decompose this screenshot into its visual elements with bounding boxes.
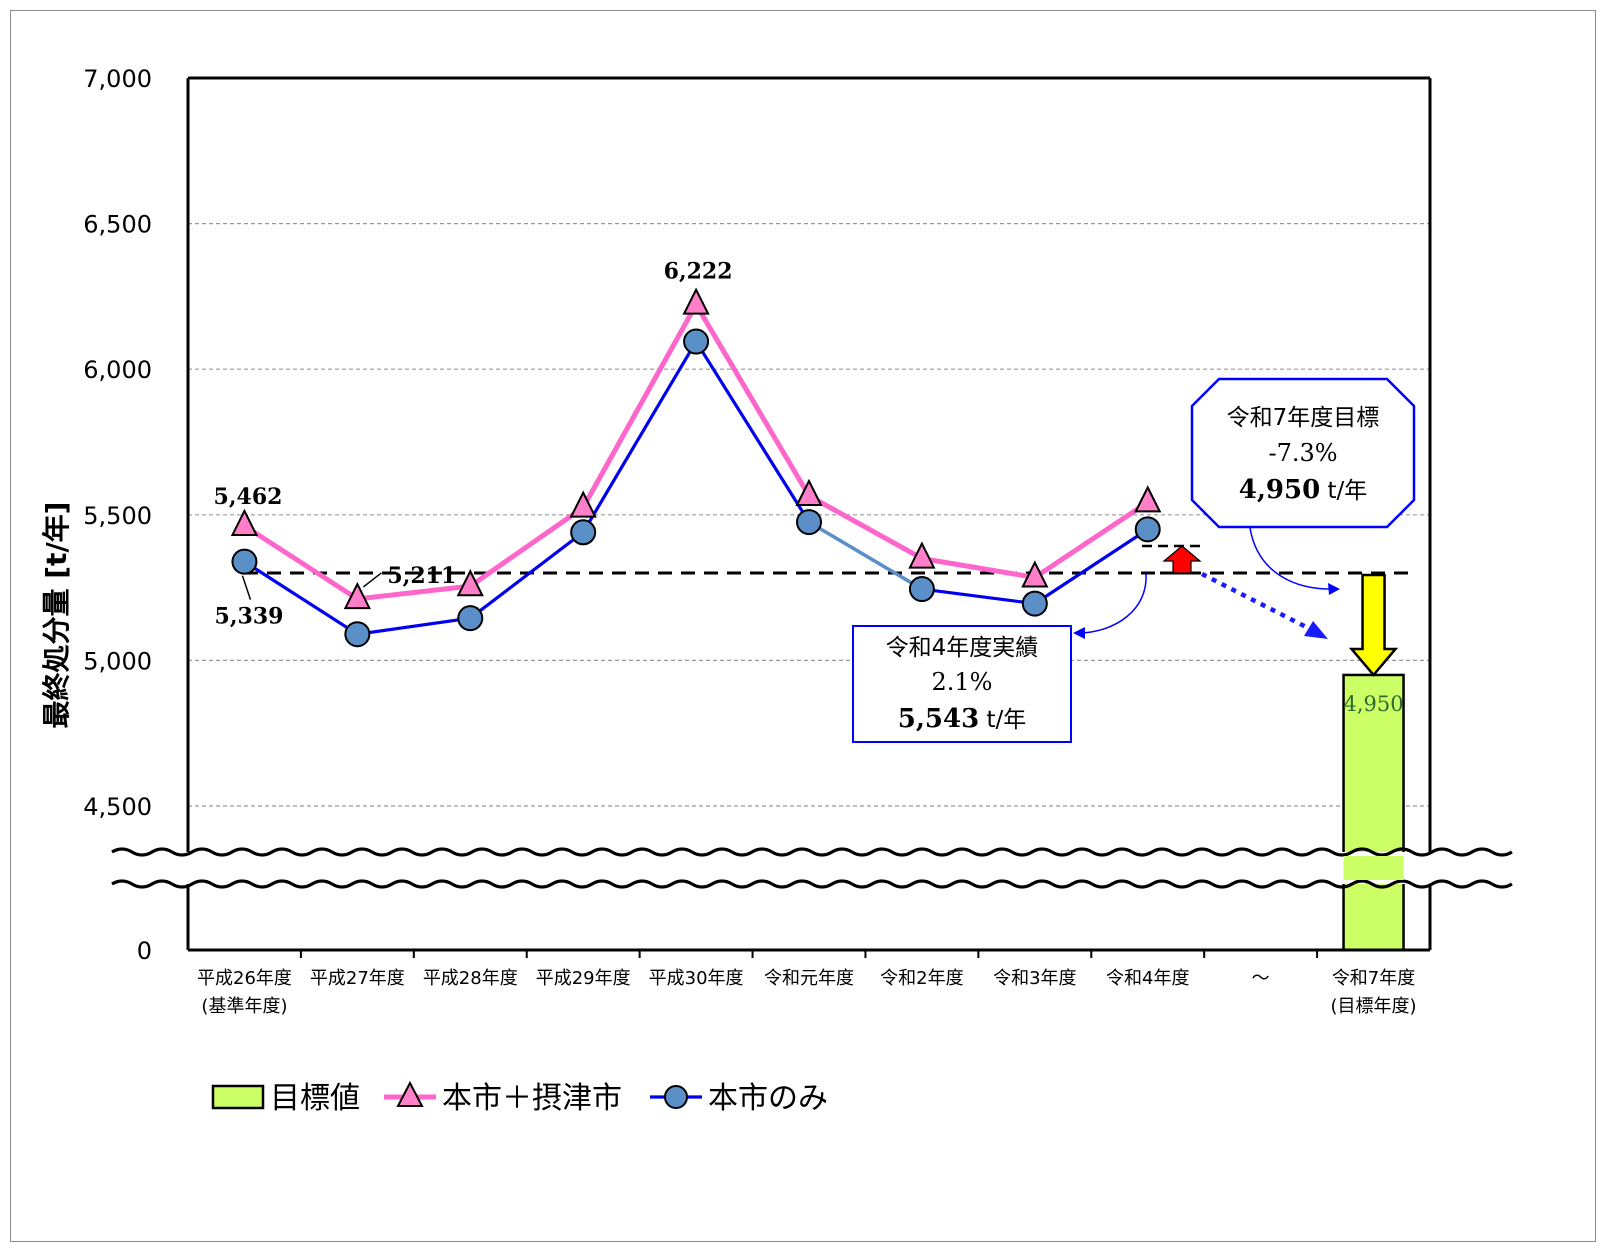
x-category-label: (基準年度) xyxy=(201,996,287,1017)
axis-break-wave xyxy=(111,879,1513,889)
target-callout-value: 4,950 t/年 xyxy=(1239,475,1368,505)
target-callout-pointer-head xyxy=(1328,583,1340,595)
city-point xyxy=(231,548,258,575)
target-bar-break-fill xyxy=(1343,856,1404,880)
x-category-label: 令和元年度 xyxy=(764,968,854,989)
target-bar-group xyxy=(1342,673,1405,952)
legend: 目標値 本市＋摂津市 本市のみ xyxy=(211,1080,828,1116)
x-category-label: 平成27年度 xyxy=(310,968,405,989)
total-point xyxy=(908,541,936,569)
x-category-label: 令和3年度 xyxy=(993,968,1076,989)
chart-frame xyxy=(10,10,1596,1242)
total-point xyxy=(569,490,597,518)
x-category-label: 令和4年度 xyxy=(1106,968,1189,989)
x-category-label: 平成30年度 xyxy=(649,968,744,989)
total-point xyxy=(343,581,371,610)
x-category-label: 平成26年度 xyxy=(197,968,292,989)
x-category-label: 平成28年度 xyxy=(423,968,518,989)
total-point xyxy=(230,508,259,536)
actual-callout-value: 5,543 t/年 xyxy=(898,704,1027,734)
city-point xyxy=(796,509,822,536)
data-label: 5,462 xyxy=(214,484,283,510)
decrease-arrow xyxy=(1348,573,1399,677)
total-point xyxy=(682,287,710,315)
total-point xyxy=(1021,560,1049,588)
x-category-label: 令和2年度 xyxy=(880,968,963,989)
axis-break xyxy=(111,847,1513,889)
series-line-segment xyxy=(808,520,923,591)
legend-label-target: 目標値 xyxy=(270,1081,360,1116)
x-category-label: 令和7年度 xyxy=(1332,968,1415,989)
trend-dotted-arrow-head xyxy=(1304,621,1328,639)
data-label: 5,211 xyxy=(387,563,456,589)
total-point xyxy=(795,478,823,506)
y-tick-label: 5,500 xyxy=(83,502,152,530)
city-point xyxy=(1134,516,1161,543)
y-tick-label: 7,000 xyxy=(83,65,152,93)
legend-swatch-target xyxy=(211,1084,265,1110)
total-point xyxy=(1134,485,1162,513)
target-callout-title: 令和7年度目標 xyxy=(1227,405,1380,431)
legend-marker-city xyxy=(664,1085,688,1109)
data-labels: 5,462 5,339 5,211 6,222 4,950 xyxy=(214,259,1404,716)
actual-callout-percent: 2.1% xyxy=(932,668,993,696)
y-tick-label: 5,000 xyxy=(83,647,152,675)
increase-arrow xyxy=(1162,545,1202,574)
y-tick-label: 6,500 xyxy=(83,211,152,239)
actual-callout-pointer-head xyxy=(1073,627,1085,639)
y-tick-label: 6,000 xyxy=(83,356,152,384)
actual-callout-pointer xyxy=(1079,573,1147,634)
target-bar xyxy=(1342,673,1405,952)
x-axis-labels: 平成26年度 (基準年度) 平成27年度 平成28年度 平成29年度 平成30年度 令和元年… xyxy=(197,968,1417,1017)
axis-break-wave xyxy=(111,847,1513,857)
city-point xyxy=(570,519,597,546)
y-axis-ticks: 0 4,500 5,000 5,500 6,000 6,500 7,000 xyxy=(83,65,152,965)
city-point xyxy=(1021,590,1048,617)
city-point xyxy=(908,576,935,603)
x-axis-break-mark: 〜 xyxy=(1252,968,1270,989)
plot-axes xyxy=(186,76,1432,958)
actual-callout-title: 令和4年度実績 xyxy=(886,635,1039,661)
data-label: 6,222 xyxy=(664,259,733,285)
data-label-leader xyxy=(241,575,252,600)
target-callout-percent: -7.3% xyxy=(1268,439,1337,467)
city-point xyxy=(457,605,484,632)
city-point xyxy=(344,621,371,648)
legend-label-city: 本市のみ xyxy=(708,1081,828,1116)
actual-callout-box xyxy=(852,625,1072,743)
target-callout-box xyxy=(1190,377,1416,529)
x-category-label: 平成29年度 xyxy=(536,968,631,989)
x-category-label: (目標年度) xyxy=(1331,996,1417,1017)
axis-break-band xyxy=(112,852,1496,884)
series-markers xyxy=(230,287,1162,648)
y-tick-label: 4,500 xyxy=(83,793,152,821)
data-label: 5,339 xyxy=(215,604,284,630)
y-axis-label: 最終処分量 [t/年] xyxy=(40,502,73,729)
data-label: 4,950 xyxy=(1343,692,1403,716)
legend-label-total: 本市＋摂津市 xyxy=(442,1081,622,1116)
city-point xyxy=(683,328,710,355)
data-label-leader xyxy=(362,572,382,588)
target-callout-pointer xyxy=(1249,527,1335,590)
legend-marker-total xyxy=(396,1080,424,1107)
y-tick-label: 0 xyxy=(137,937,152,965)
total-point xyxy=(456,569,484,597)
